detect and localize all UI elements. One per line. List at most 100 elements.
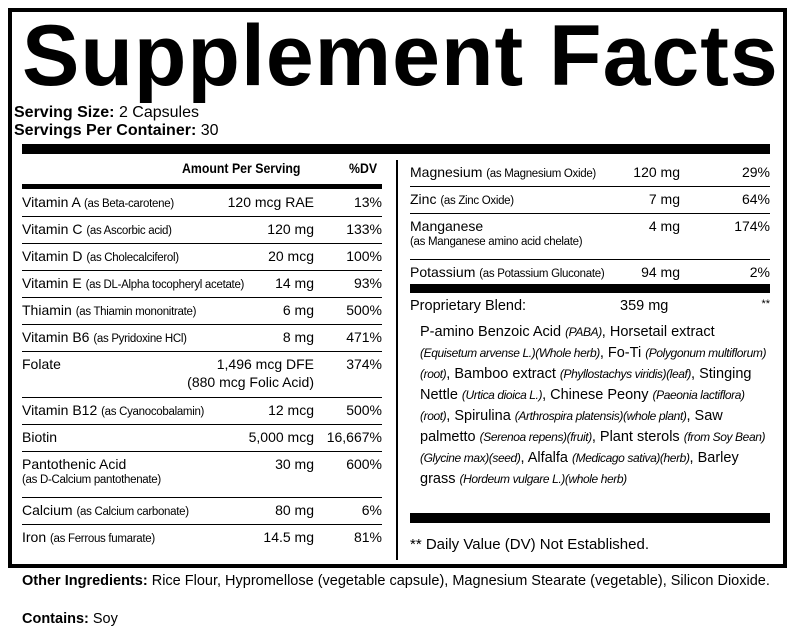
nutrient-dv: 174% xyxy=(734,218,770,234)
nutrient-name: Manganese xyxy=(410,218,483,234)
nutrient-row: Vitamin B6 (as Pyridoxine HCl) 8 mg 471% xyxy=(22,325,382,352)
nutrient-dv: 500% xyxy=(346,302,382,318)
nutrient-row: Iron (as Ferrous fumarate) 14.5 mg 81% xyxy=(22,525,382,552)
nutrient-row: Manganese (as Manganese amino acid chelat… xyxy=(410,214,770,260)
nutrient-dv: 133% xyxy=(346,221,382,237)
nutrient-source: (as Magnesium Oxide) xyxy=(486,168,596,180)
ingredient-name: , Horsetail extract xyxy=(601,324,715,340)
left-column: Amount Per Serving %DV Vitamin A (as Bet… xyxy=(22,160,382,560)
serving-size: Serving Size: 2 Capsules xyxy=(14,104,199,122)
botanical-name: (Hordeum vulgare L.)(whole herb) xyxy=(459,472,628,486)
nutrient-name: Vitamin E (as DL-Alpha tocopheryl acetat… xyxy=(22,275,244,291)
botanical-name: (Urtica dioica L.) xyxy=(461,388,543,402)
nutrient-source: (as D-Calcium pantothenate) xyxy=(22,474,161,486)
nutrient-name: Thiamin (as Thiamin mononitrate) xyxy=(22,302,196,318)
nutrient-amount: 120 mcg RAE xyxy=(227,194,314,210)
ingredient-name: P-amino Benzoic Acid xyxy=(420,324,566,340)
panel-title: Supplement Facts xyxy=(22,8,779,104)
blend-amount: 359 mg xyxy=(620,298,669,314)
nutrient-source: (as Cyanocobalamin) xyxy=(101,406,205,418)
contains-value: Soy xyxy=(92,611,118,627)
thick-divider xyxy=(410,513,770,523)
nutrient-name-text: Vitamin C xyxy=(22,221,83,237)
nutrient-amount: 7 mg xyxy=(648,191,680,207)
other-ingredients-label: Other Ingredients: xyxy=(22,573,148,589)
nutrient-name-text: Potassium xyxy=(410,264,476,280)
nutrient-name: Potassium (as Potassium Gluconate) xyxy=(410,264,605,280)
ingredient-name: , Chinese Peony xyxy=(542,387,653,403)
nutrient-amount: 12 mcg xyxy=(268,402,314,418)
nutrient-amount: 8 mg xyxy=(282,329,314,345)
nutrient-amount: 80 mg xyxy=(275,502,314,518)
amount-header: Amount Per Serving xyxy=(182,160,301,176)
nutrient-source: (as Pyridoxine HCl) xyxy=(93,333,187,345)
nutrient-amount: 20 mcg xyxy=(268,248,314,264)
servings-value: 30 xyxy=(200,122,219,139)
nutrient-amount: 1,496 mcg DFE xyxy=(216,356,314,372)
thick-divider xyxy=(410,284,770,293)
nutrient-dv: 13% xyxy=(353,194,382,210)
nutrient-name: Pantothenic Acid xyxy=(22,456,126,472)
contains-label: Contains: xyxy=(22,611,89,627)
nutrient-dv: 600% xyxy=(346,456,382,472)
column-divider xyxy=(396,160,398,560)
nutrient-dv: 81% xyxy=(353,529,382,545)
nutrient-name: Zinc (as Zinc Oxide) xyxy=(410,191,514,207)
nutrient-row: Vitamin A (as Beta-carotene) 120 mcg RAE 1… xyxy=(22,190,382,217)
other-ingredients: Other Ingredients: Rice Flour, Hypromell… xyxy=(22,572,782,591)
nutrient-name: Calcium (as Calcium carbonate) xyxy=(22,502,189,518)
nutrient-amount: 120 mg xyxy=(267,221,314,237)
nutrient-dv: 2% xyxy=(749,264,770,280)
thick-divider xyxy=(22,144,770,154)
nutrient-name-text: Vitamin B6 xyxy=(22,329,90,345)
nutrient-amount: 30 mg xyxy=(275,456,314,472)
ingredient-name: , Stinging Nettle xyxy=(420,366,752,403)
nutrient-amount: 120 mg xyxy=(633,164,680,180)
nutrient-name: Magnesium (as Magnesium Oxide) xyxy=(410,164,596,180)
nutrient-amount: 14 mg xyxy=(275,275,314,291)
nutrient-dv: 93% xyxy=(353,275,382,291)
nutrient-name-text: Vitamin D xyxy=(22,248,83,264)
right-column: Magnesium (as Magnesium Oxide) 120 mg 29% Z… xyxy=(410,160,770,300)
contains: Contains: Soy xyxy=(22,610,118,629)
nutrient-name-text: Iron xyxy=(22,529,47,545)
nutrient-name: Vitamin B12 (as Cyanocobalamin) xyxy=(22,402,204,418)
nutrient-row: Pantothenic Acid (as D-Calcium pantothena… xyxy=(22,452,382,498)
nutrient-name-text: Vitamin A xyxy=(22,194,81,210)
nutrient-name-text: Vitamin B12 xyxy=(22,402,98,418)
blend-dv: ** xyxy=(761,298,770,310)
blend-ingredients: P-amino Benzoic Acid (PABA), Horsetail e… xyxy=(420,322,772,490)
nutrient-amount: 4 mg xyxy=(648,218,680,234)
nutrient-name: Vitamin A (as Beta-carotene) xyxy=(22,194,174,210)
botanical-name: (Arthrospira platensis)(whole plant) xyxy=(514,409,687,423)
botanical-name: (Phyllostachys viridis)(leaf) xyxy=(559,367,692,381)
nutrient-name-text: Thiamin xyxy=(22,302,72,318)
botanical-name: (from Soy Bean)(Glycine max)(seed) xyxy=(420,430,766,465)
ingredient-name: , Alfalfa xyxy=(520,450,573,466)
nutrient-source: (as Calcium carbonate) xyxy=(76,506,189,518)
botanical-name: (PABA) xyxy=(565,325,602,339)
nutrient-row: Zinc (as Zinc Oxide) 7 mg 64% xyxy=(410,187,770,214)
serving-size-label: Serving Size: xyxy=(14,104,115,121)
nutrient-source: (as Cholecalciferol) xyxy=(86,252,179,264)
nutrient-dv: 374% xyxy=(346,356,382,372)
nutrient-name: Vitamin B6 (as Pyridoxine HCl) xyxy=(22,329,187,345)
botanical-name: (Serenoa repens)(fruit) xyxy=(479,430,593,444)
nutrient-dv: 6% xyxy=(361,502,382,518)
nutrient-source: (as Ferrous fumarate) xyxy=(50,533,155,545)
nutrient-source: (as Zinc Oxide) xyxy=(440,195,514,207)
nutrient-row: Potassium (as Potassium Gluconate) 94 mg 2… xyxy=(410,260,770,285)
nutrient-row: Biotin 5,000 mcg 16,667% xyxy=(22,425,382,452)
nutrient-row: Vitamin C (as Ascorbic acid) 120 mg 133% xyxy=(22,217,382,244)
blend-label: Proprietary Blend: xyxy=(410,298,527,314)
dv-header: %DV xyxy=(349,160,378,176)
nutrient-name-text: Folate xyxy=(22,356,61,372)
nutrient-source: (as Beta-carotene) xyxy=(84,198,174,210)
nutrient-amount: 94 mg xyxy=(641,264,680,280)
ingredient-name: , Plant sterols xyxy=(591,429,684,445)
ingredient-name: , Barley grass xyxy=(420,450,739,487)
nutrient-name-text: Manganese xyxy=(410,218,484,234)
botanical-name: (Polygonum multiflorum)(root) xyxy=(420,346,767,381)
nutrient-name-text: Biotin xyxy=(22,429,58,445)
nutrient-amount-detail: (880 mcg Folic Acid) xyxy=(187,374,314,390)
